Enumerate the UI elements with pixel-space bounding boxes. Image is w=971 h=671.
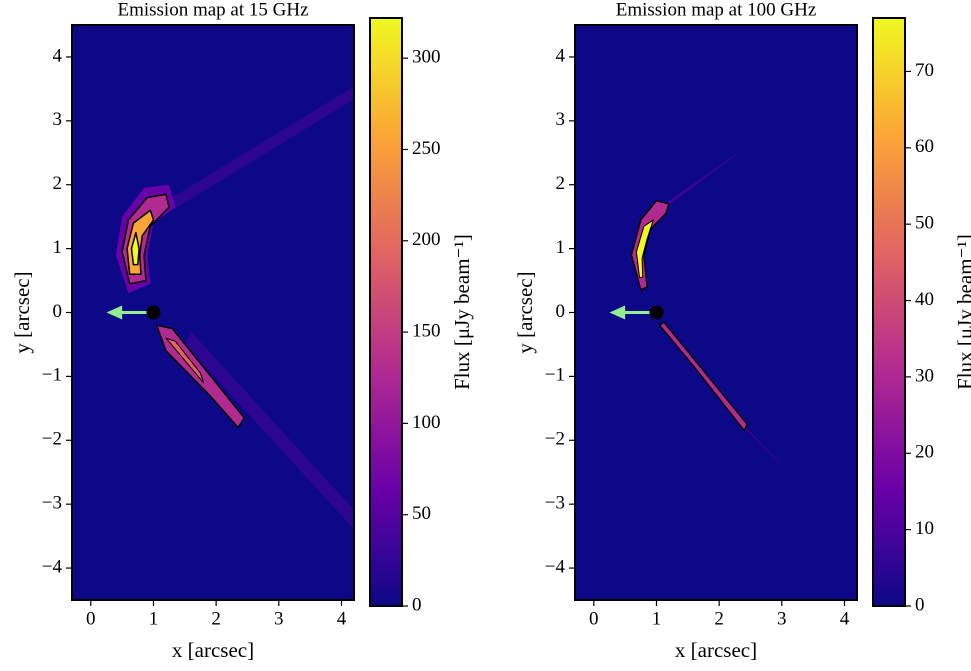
y-axis-label: y [arcsec] [10, 271, 34, 353]
x-tick-label: 3 [777, 608, 787, 629]
star [146, 305, 161, 320]
colorbar-tick-label: 300 [412, 47, 441, 68]
y-tick-label: −1 [42, 365, 62, 386]
faint-wing [172, 86, 354, 211]
colorbar-tick-label: 30 [915, 365, 934, 386]
faint-wing [184, 331, 354, 530]
emission-region [635, 219, 654, 278]
colorbar-tick-label: 50 [915, 213, 934, 234]
x-tick-label: 4 [840, 608, 850, 629]
x-tick-label: 0 [589, 608, 599, 629]
emission-region [658, 321, 749, 432]
colorbar-tick-label: 250 [412, 138, 441, 159]
colorbar [872, 17, 906, 607]
x-tick-label: 0 [86, 608, 96, 629]
x-tick-label: 1 [652, 608, 662, 629]
colorbar-tick-label: 100 [412, 412, 441, 433]
y-tick-label: −3 [545, 493, 565, 514]
x-tick-label: 1 [149, 608, 159, 629]
y-tick-label: 3 [53, 109, 63, 130]
colorbar-tick-label: 40 [915, 289, 934, 310]
y-tick-label: 4 [556, 45, 566, 66]
y-tick-label: −3 [42, 493, 62, 514]
y-tick-label: −2 [545, 429, 565, 450]
y-axis-label: y [arcsec] [513, 271, 537, 353]
emission [630, 152, 795, 479]
emission [115, 86, 354, 530]
arrow-head [106, 305, 123, 320]
y-tick-label: 0 [53, 301, 63, 322]
star [649, 305, 664, 320]
y-tick-label: 1 [556, 237, 566, 258]
chart-title: Emission map at 100 GHz [616, 0, 817, 20]
colorbar-tick-label: 0 [915, 594, 925, 615]
colorbar-tick-label: 150 [412, 320, 441, 341]
emission-region [130, 231, 140, 266]
y-tick-label: −4 [42, 556, 63, 577]
x-tick-label: 2 [714, 608, 724, 629]
colorbar-tick-label: 60 [915, 136, 934, 157]
x-tick-label: 2 [211, 608, 221, 629]
colorbar-tick-label: 200 [412, 229, 441, 250]
chart-title: Emission map at 15 GHz [117, 0, 308, 20]
colorbar-label: Flux [μJy beam⁻¹] [450, 234, 474, 390]
emission-region [165, 337, 205, 384]
x-axis-label: x [arcsec] [675, 638, 757, 662]
colorbar [369, 17, 403, 607]
y-tick-label: 2 [556, 173, 566, 194]
y-tick-label: 1 [53, 237, 63, 258]
colorbar-tick-label: 20 [915, 442, 934, 463]
x-tick-label: 3 [274, 608, 284, 629]
y-tick-label: −2 [42, 429, 62, 450]
colorbar-tick-label: 50 [412, 503, 431, 524]
y-tick-label: −4 [545, 556, 566, 577]
y-tick-label: 2 [53, 173, 63, 194]
colorbar-tick-label: 70 [915, 60, 934, 81]
y-tick-label: 3 [556, 109, 566, 130]
y-tick-label: 0 [556, 301, 566, 322]
x-axis-label: x [arcsec] [172, 638, 254, 662]
colorbar-tick-label: 10 [915, 518, 934, 539]
arrow-head [609, 305, 626, 320]
faint-wing [665, 152, 738, 208]
x-tick-label: 4 [337, 608, 347, 629]
y-tick-label: 4 [53, 45, 63, 66]
y-tick-label: −1 [545, 365, 565, 386]
colorbar-label: Flux [μJy beam⁻¹] [953, 234, 971, 390]
colorbar-tick-label: 0 [412, 594, 422, 615]
